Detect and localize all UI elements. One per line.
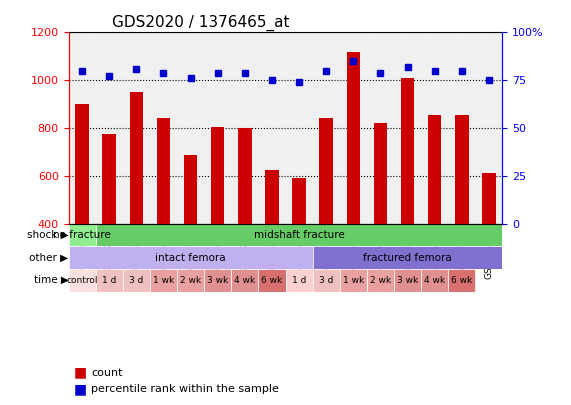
Text: shock ▶: shock ▶	[27, 230, 69, 240]
FancyBboxPatch shape	[394, 269, 421, 292]
Text: 1 d: 1 d	[292, 276, 306, 285]
Bar	[130, 92, 143, 224]
Text: intact femora: intact femora	[155, 253, 226, 262]
FancyBboxPatch shape	[204, 269, 231, 292]
Text: count: count	[91, 368, 123, 377]
Bar	[428, 115, 441, 224]
FancyBboxPatch shape	[69, 269, 96, 292]
Bar	[482, 173, 496, 224]
FancyBboxPatch shape	[96, 224, 502, 246]
FancyBboxPatch shape	[448, 269, 475, 292]
Text: time ▶: time ▶	[34, 275, 69, 285]
FancyBboxPatch shape	[367, 269, 394, 292]
Bar	[455, 115, 469, 224]
Bar	[211, 127, 224, 224]
Bar	[75, 104, 89, 224]
Text: ■: ■	[74, 366, 87, 379]
FancyBboxPatch shape	[150, 269, 177, 292]
Bar	[238, 128, 252, 224]
Text: ■: ■	[74, 382, 87, 396]
Bar	[401, 78, 415, 224]
FancyBboxPatch shape	[286, 269, 313, 292]
Text: 1 wk: 1 wk	[153, 276, 174, 285]
Text: midshaft fracture: midshaft fracture	[254, 230, 344, 240]
FancyBboxPatch shape	[313, 246, 502, 269]
Text: percentile rank within the sample: percentile rank within the sample	[91, 384, 279, 394]
FancyBboxPatch shape	[69, 246, 313, 269]
FancyBboxPatch shape	[69, 224, 96, 246]
Bar	[373, 123, 387, 224]
Bar	[347, 51, 360, 224]
Text: 4 wk: 4 wk	[234, 276, 255, 285]
Bar	[102, 134, 116, 224]
Text: 1 d: 1 d	[102, 276, 116, 285]
Bar	[265, 170, 279, 224]
Bar	[184, 156, 198, 224]
Text: 2 wk: 2 wk	[370, 276, 391, 285]
Text: other ▶: other ▶	[29, 253, 69, 262]
Text: 3 wk: 3 wk	[397, 276, 418, 285]
FancyBboxPatch shape	[96, 269, 123, 292]
Bar	[319, 118, 333, 224]
FancyBboxPatch shape	[231, 269, 258, 292]
Text: 3 d: 3 d	[129, 276, 143, 285]
Text: 1 wk: 1 wk	[343, 276, 364, 285]
Bar	[292, 178, 306, 224]
Text: 2 wk: 2 wk	[180, 276, 201, 285]
Text: 6 wk: 6 wk	[262, 276, 283, 285]
Text: fractured femora: fractured femora	[363, 253, 452, 262]
Text: 3 d: 3 d	[319, 276, 333, 285]
Text: GDS2020 / 1376465_at: GDS2020 / 1376465_at	[112, 15, 289, 31]
FancyBboxPatch shape	[177, 269, 204, 292]
FancyBboxPatch shape	[313, 269, 340, 292]
FancyBboxPatch shape	[340, 269, 367, 292]
Text: 6 wk: 6 wk	[451, 276, 472, 285]
Text: no fracture: no fracture	[53, 230, 111, 240]
Bar	[156, 118, 170, 224]
FancyBboxPatch shape	[123, 269, 150, 292]
Text: control: control	[66, 276, 98, 285]
FancyBboxPatch shape	[421, 269, 448, 292]
Text: 4 wk: 4 wk	[424, 276, 445, 285]
FancyBboxPatch shape	[258, 269, 286, 292]
Text: 3 wk: 3 wk	[207, 276, 228, 285]
